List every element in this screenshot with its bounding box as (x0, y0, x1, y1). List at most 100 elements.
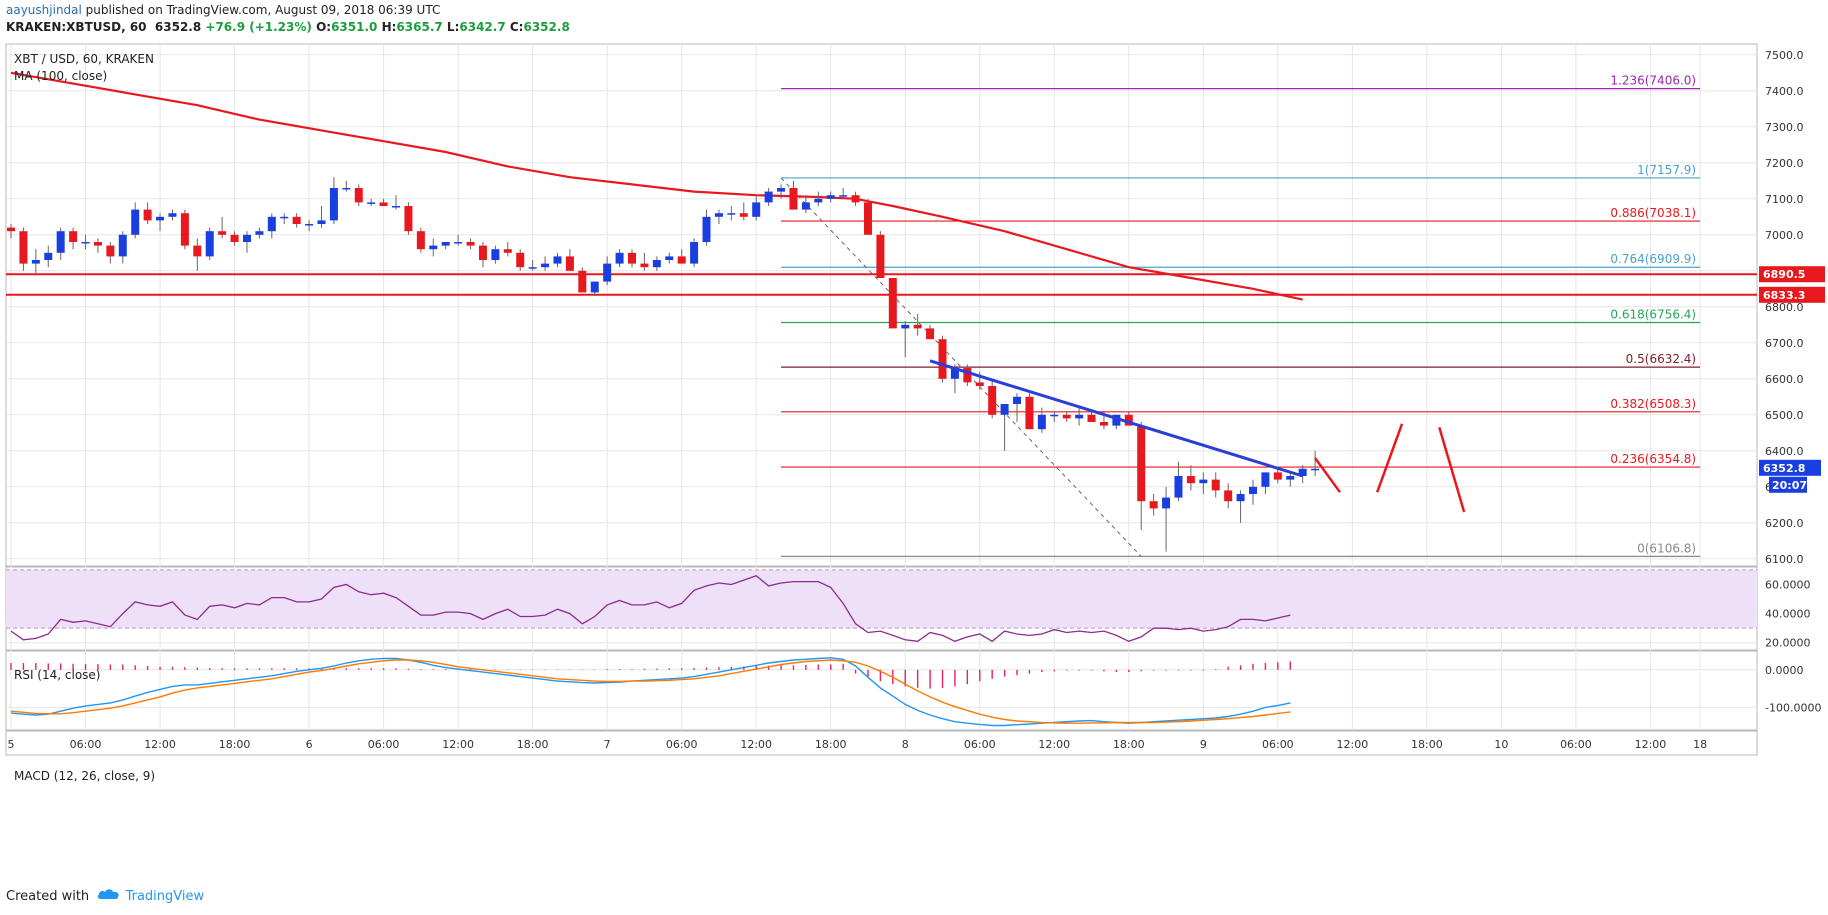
candle-up (44, 252, 53, 260)
candle-up (690, 242, 699, 264)
candle-up (541, 263, 550, 268)
candle-down (578, 270, 587, 293)
candle-up (528, 267, 537, 269)
candle-up (280, 216, 289, 219)
macd-tick-label: 0.0000 (1765, 664, 1804, 677)
fib-label-0.382: 0.382(6508.3) (1610, 397, 1696, 411)
candle-up (267, 216, 276, 232)
footer-tradingview-link[interactable]: TradingView (125, 889, 205, 904)
resistance-price-tag (1759, 286, 1825, 303)
candle-up (392, 206, 401, 208)
time-tick-label: 06:00 (368, 738, 400, 751)
candle-up (801, 202, 810, 210)
low-label: L: (446, 20, 460, 34)
candle-up (31, 260, 40, 264)
time-tick-label: 10 (1494, 738, 1508, 751)
candle-up (205, 231, 214, 257)
high-label: H: (381, 20, 397, 34)
candle-down (1087, 414, 1096, 422)
ma-indicator-label: MA (100, close) (14, 69, 107, 83)
candle-down (69, 231, 78, 242)
candle-up (764, 191, 773, 203)
time-tick-label: 06:00 (666, 738, 698, 751)
fib-diagonal (780, 177, 1142, 557)
projection-stroke (1314, 457, 1341, 493)
time-tick-label: 18:00 (815, 738, 847, 751)
candle-up (1298, 468, 1307, 476)
candle-up (752, 202, 761, 217)
price-tick-label: 6500.0 (1765, 409, 1804, 422)
price-tick-label: 7500.0 (1765, 49, 1804, 62)
candle-up (590, 281, 599, 293)
candle-up (727, 213, 736, 215)
candle-down (106, 245, 115, 257)
candle-up (255, 231, 264, 235)
fib-label-1.236: 1.236(7406.0) (1610, 74, 1696, 88)
time-tick-label: 18 (1693, 738, 1707, 751)
candle-up (1000, 404, 1009, 415)
time-tick-label: 06:00 (964, 738, 996, 751)
candle-down (876, 234, 885, 278)
projection-stroke (1376, 423, 1404, 493)
candle-up (1013, 396, 1022, 404)
time-tick-label: 9 (1200, 738, 1207, 751)
resistance-price-label: 6833.3 (1763, 289, 1805, 302)
resistance-price-tag (1759, 266, 1825, 283)
macd-signal-line (10, 659, 1291, 724)
candle-up (329, 188, 338, 221)
candle-up (1050, 414, 1059, 417)
time-tick-label: 12:00 (1038, 738, 1070, 751)
fib-label-0.764: 0.764(6909.9) (1610, 252, 1696, 266)
candle-down (863, 202, 872, 235)
macd-label: MACD (12, 26, close, 9) (14, 769, 155, 783)
author-link[interactable]: aayushjindal (6, 3, 82, 17)
candle-up (1174, 476, 1183, 498)
countdown-label: 20:07 (1772, 479, 1807, 492)
candle-up (429, 245, 438, 250)
candle-down (1186, 476, 1195, 484)
candle-down (292, 216, 301, 224)
candle-down (478, 245, 487, 260)
candle-up (702, 216, 711, 242)
price-tick-label: 7200.0 (1765, 157, 1804, 170)
candle-down (404, 206, 413, 232)
candle-down (938, 339, 947, 379)
candle-up (615, 252, 624, 264)
candle-up (56, 231, 65, 253)
candle-up (1236, 494, 1245, 502)
price-tick-label: 7400.0 (1765, 85, 1804, 98)
macd-tick-label: -100.0000 (1765, 701, 1821, 714)
price-tick-label: 7100.0 (1765, 193, 1804, 206)
close-label: C: (509, 20, 524, 34)
time-tick-label: 06:00 (70, 738, 102, 751)
candle-up (81, 242, 90, 244)
candle-up (1261, 472, 1270, 487)
candle-down (963, 368, 972, 383)
candle-up (839, 195, 848, 197)
candle-down (1224, 490, 1233, 502)
candle-up (777, 188, 786, 192)
time-tick-label: 06:00 (1560, 738, 1592, 751)
candle-up (1162, 497, 1171, 509)
macd-line (10, 657, 1291, 727)
price-tick-label: 7000.0 (1765, 229, 1804, 242)
candle-up (1199, 479, 1208, 484)
candle-down (975, 382, 984, 386)
rsi-label: RSI (14, close) (14, 668, 100, 682)
published-line: aayushjindal published on TradingView.co… (6, 3, 440, 17)
candle-down (7, 227, 15, 232)
chart-canvas[interactable]: 5 06:00 12:00 18:00 6 06:00 12:00 18:00 7 06:00 12… (0, 0, 1828, 885)
time-tick-label: 12:00 (740, 738, 772, 751)
candle-down (230, 234, 239, 242)
open-value: 6351.0 (331, 20, 378, 34)
open-label: O: (316, 20, 332, 34)
candle-down (93, 242, 102, 246)
candle-up (168, 213, 177, 217)
footer: Created with TradingView (6, 888, 204, 904)
candle-up (901, 324, 910, 329)
rsi-tick-label: 40.0000 (1765, 608, 1811, 621)
candle-down (888, 278, 897, 329)
candle-down (516, 252, 525, 268)
time-tick-label: 12:00 (1337, 738, 1369, 751)
low-value: 6342.7 (459, 20, 506, 34)
